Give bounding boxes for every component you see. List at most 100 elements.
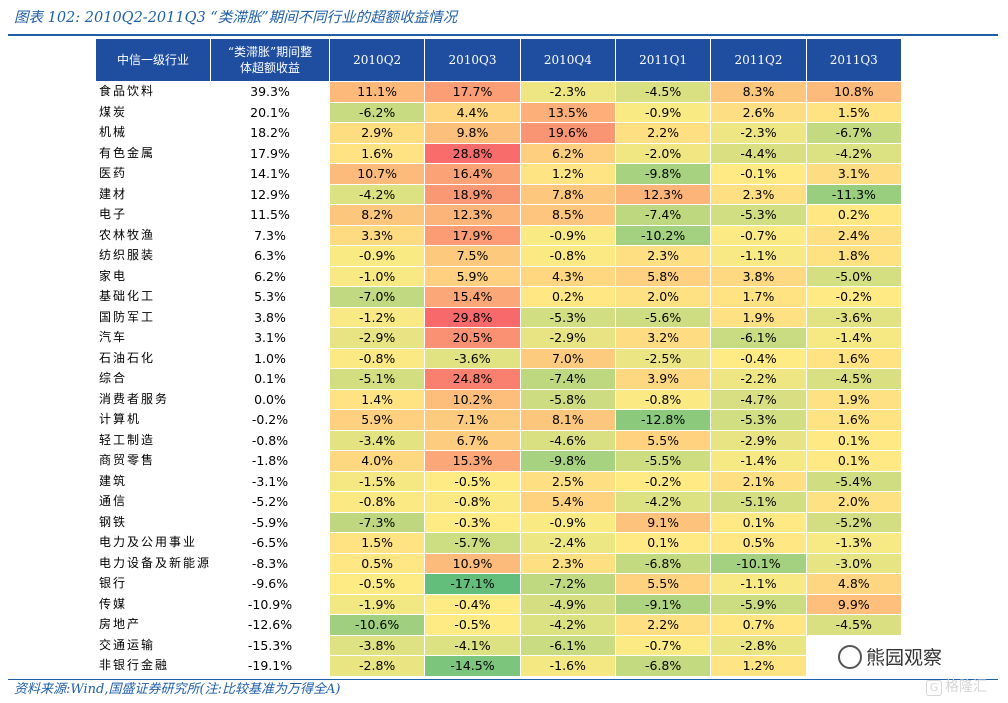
quarter-return-cell: -3.6% <box>424 347 521 369</box>
quarter-return-cell: -6.1% <box>519 634 616 656</box>
quarter-return-cell: -0.5% <box>424 470 521 492</box>
total-excess-return: 20.1% <box>210 101 330 123</box>
quarter-return-cell: 2.6% <box>710 101 807 123</box>
title-divider <box>8 34 998 36</box>
header-industry: 中信一级行业 <box>95 38 211 82</box>
industry-name: 传媒 <box>95 593 211 615</box>
industry-name: 通信 <box>95 491 211 513</box>
industry-name: 基础化工 <box>95 286 211 308</box>
total-excess-return: 39.3% <box>210 81 330 103</box>
quarter-return-cell: 10.7% <box>328 163 426 185</box>
quarter-return-cell: 10.2% <box>424 388 521 410</box>
quarter-return-cell: 7.8% <box>519 183 616 205</box>
quarter-return-cell: 9.9% <box>805 593 902 615</box>
quarter-return-cell: 5.5% <box>614 573 712 595</box>
industry-name: 有色金属 <box>95 142 211 164</box>
quarter-return-cell: -0.8% <box>424 491 521 513</box>
quarter-return-cell: 3.3% <box>328 224 426 246</box>
quarter-return-cell: -11.3% <box>805 183 902 205</box>
total-excess-return: -5.9% <box>210 511 330 533</box>
quarter-return-cell: -6.1% <box>710 327 807 349</box>
quarter-return-cell: -0.4% <box>710 347 807 369</box>
table-row: 电力设备及新能源 -8.3% 0.5% 10.9% 2.3% -6.8% -10.1% -3.… <box>95 552 902 574</box>
quarter-return-cell: -3.8% <box>328 634 426 656</box>
source-divider <box>8 679 998 680</box>
total-excess-return: -19.1% <box>210 655 330 677</box>
quarter-return-cell: -0.2% <box>805 286 902 308</box>
gelonghui-logo-icon: G <box>926 680 942 696</box>
quarter-return-cell: -2.9% <box>519 327 616 349</box>
table-row: 煤炭 20.1% -6.2% 4.4% 13.5% -0.9% 2.6% 1.5% <box>95 101 902 123</box>
quarter-return-cell: 1.7% <box>710 286 807 308</box>
quarter-return-cell: -6.8% <box>614 552 712 574</box>
industry-name: 钢铁 <box>95 511 211 533</box>
quarter-return-cell: -4.4% <box>710 142 807 164</box>
quarter-return-cell: -0.8% <box>614 388 712 410</box>
industry-name: 汽车 <box>95 327 211 349</box>
quarter-return-cell: 0.5% <box>328 552 426 574</box>
quarter-return-cell: 0.1% <box>805 450 902 472</box>
industry-name: 交通运输 <box>95 634 211 656</box>
quarter-return-cell: -0.1% <box>710 163 807 185</box>
quarter-return-cell: -5.0% <box>805 265 902 287</box>
quarter-return-cell: -2.3% <box>710 122 807 144</box>
table-row: 电力及公用事业 -6.5% 1.5% -5.7% -2.4% 0.1% 0.5% -1.3% <box>95 532 902 554</box>
quarter-return-cell: -5.9% <box>710 593 807 615</box>
table-row: 医药 14.1% 10.7% 16.4% 1.2% -9.8% -0.1% 3.1% <box>95 163 902 185</box>
wechat-logo-icon <box>838 644 862 669</box>
quarter-return-cell: 10.9% <box>424 552 521 574</box>
total-excess-return: 5.3% <box>210 286 330 308</box>
quarter-return-cell: 3.9% <box>614 368 712 390</box>
quarter-return-cell: 1.5% <box>328 532 426 554</box>
industry-name: 医药 <box>95 163 211 185</box>
quarter-return-cell: 2.3% <box>519 552 616 574</box>
quarter-return-cell: 7.5% <box>424 245 521 267</box>
industry-name: 建筑 <box>95 470 211 492</box>
table-row: 石油石化 1.0% -0.8% -3.6% 7.0% -2.5% -0.4% 1.6% <box>95 347 902 369</box>
header-total-line-2: 体超额收益 <box>239 61 300 75</box>
total-excess-return: -9.6% <box>210 573 330 595</box>
quarter-return-cell: -4.5% <box>805 614 902 636</box>
source-note: 资料来源:Wind,国盛证券研究所(注:比较基准为万得全A) <box>14 682 341 697</box>
table-row: 计算机 -0.2% 5.9% 7.1% 8.1% -12.8% -5.3% 1.6% <box>95 409 902 431</box>
table-row: 轻工制造 -0.8% -3.4% 6.7% -4.6% 5.5% -2.9% 0.1% <box>95 429 902 451</box>
quarter-return-cell: -0.7% <box>614 634 712 656</box>
quarter-return-cell: -1.6% <box>519 655 616 677</box>
quarter-return-cell: -3.0% <box>805 552 902 574</box>
table-row: 电子 11.5% 8.2% 12.3% 8.5% -7.4% -5.3% 0.2% <box>95 204 902 226</box>
quarter-return-cell: 3.2% <box>614 327 712 349</box>
industry-name: 纺织服装 <box>95 245 211 267</box>
total-excess-return: 1.0% <box>210 347 330 369</box>
quarter-return-cell: -0.5% <box>424 614 521 636</box>
quarter-return-cell: 2.1% <box>710 470 807 492</box>
quarter-return-cell: 5.4% <box>519 491 616 513</box>
gelonghui-watermark: G 格隆汇 <box>926 676 987 698</box>
total-excess-return: -3.1% <box>210 470 330 492</box>
quarter-return-cell: -1.1% <box>710 573 807 595</box>
quarter-return-cell: -0.9% <box>519 511 616 533</box>
header-quarter: 2010Q4 <box>519 38 616 82</box>
table-body: 食品饮料 39.3% 11.1% 17.7% -2.3% -4.5% 8.3% 10.8% 煤炭… <box>95 81 902 677</box>
quarter-return-cell: 8.2% <box>328 204 426 226</box>
quarter-return-cell: 2.3% <box>710 183 807 205</box>
quarter-return-cell: 3.1% <box>805 163 902 185</box>
quarter-return-cell: -9.8% <box>614 163 712 185</box>
industry-name: 非银行金融 <box>95 655 211 677</box>
quarter-return-cell: -5.5% <box>614 450 712 472</box>
table-row: 汽车 3.1% -2.9% 20.5% -2.9% 3.2% -6.1% -1.4% <box>95 327 902 349</box>
table-row: 家电 6.2% -1.0% 5.9% 4.3% 5.8% 3.8% -5.0% <box>95 265 902 287</box>
header-quarter: 2011Q1 <box>614 38 712 82</box>
returns-table-container: 中信一级行业 “类滞胀”期间整 体超额收益 2010Q2 2010Q3 2010… <box>95 38 902 677</box>
total-excess-return: -8.3% <box>210 552 330 574</box>
total-excess-return: 12.9% <box>210 183 330 205</box>
table-row: 商贸零售 -1.8% 4.0% 15.3% -9.8% -5.5% -1.4% 0.1% <box>95 450 902 472</box>
quarter-return-cell: 2.9% <box>328 122 426 144</box>
quarter-return-cell: -10.1% <box>710 552 807 574</box>
total-excess-return: 7.3% <box>210 224 330 246</box>
quarter-return-cell: 2.5% <box>519 470 616 492</box>
quarter-return-cell: -4.2% <box>614 491 712 513</box>
quarter-return-cell: 4.8% <box>805 573 902 595</box>
header-total: “类滞胀”期间整 体超额收益 <box>210 38 330 82</box>
quarter-return-cell: 12.3% <box>614 183 712 205</box>
quarter-return-cell: 0.5% <box>710 532 807 554</box>
